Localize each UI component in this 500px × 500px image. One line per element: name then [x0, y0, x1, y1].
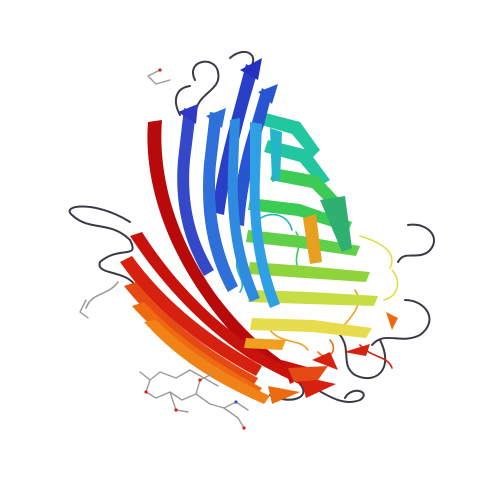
back-strands: [246, 112, 378, 338]
bottom-arrowheads: [268, 352, 338, 404]
ligand-atoms: [144, 68, 246, 430]
blue-strands: [177, 64, 282, 308]
red-strands: [120, 120, 318, 404]
warm-accents: [244, 312, 398, 356]
blue-arrowheads: [178, 58, 278, 128]
